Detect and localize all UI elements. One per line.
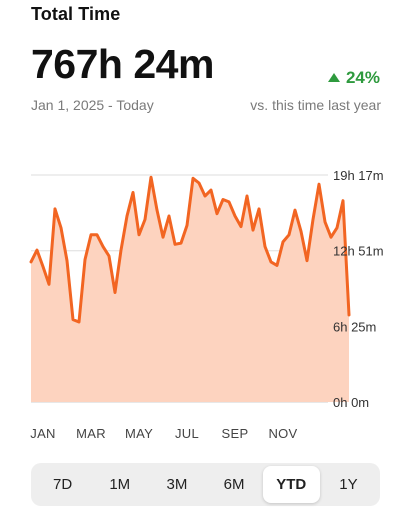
x-tick-label: JUL	[175, 426, 199, 441]
range-option-6m[interactable]: 6M	[206, 466, 263, 503]
y-tick-label: 0h 0m	[333, 395, 369, 410]
y-tick-label: 19h 17m	[333, 168, 384, 183]
change-indicator: 24%	[327, 68, 380, 88]
change-percent: 24%	[345, 68, 380, 87]
total-time-chart[interactable]: 0h 0m 6h 25m 12h 51m 19h 17m JAN MAR MAY JUL SE…	[0, 150, 412, 450]
section-title: Total Time	[31, 4, 121, 24]
range-option-3m[interactable]: 3M	[148, 466, 205, 503]
range-option-7d[interactable]: 7D	[34, 466, 91, 503]
x-tick-label: MAR	[76, 426, 106, 441]
total-time-value: 767h 24m	[31, 41, 214, 87]
range-option-1m[interactable]: 1M	[91, 466, 148, 503]
date-range: Jan 1, 2025 - Today	[31, 97, 154, 113]
up-arrow-icon	[327, 72, 340, 82]
x-tick-label: JAN	[30, 426, 55, 441]
range-option-1y[interactable]: 1Y	[320, 466, 377, 503]
chart-area-fill	[31, 177, 349, 402]
y-tick-label: 12h 51m	[333, 244, 384, 259]
x-tick-label: NOV	[268, 426, 297, 441]
y-tick-label: 6h 25m	[333, 319, 376, 334]
range-option-ytd[interactable]: YTD	[262, 466, 320, 503]
x-tick-label: MAY	[125, 426, 153, 441]
x-tick-label: SEP	[222, 426, 249, 441]
range-selector: 7D 1M 3M 6M YTD 1Y	[31, 463, 380, 506]
comparison-label: vs. this time last year	[250, 97, 381, 113]
chart-series-line	[29, 175, 351, 324]
